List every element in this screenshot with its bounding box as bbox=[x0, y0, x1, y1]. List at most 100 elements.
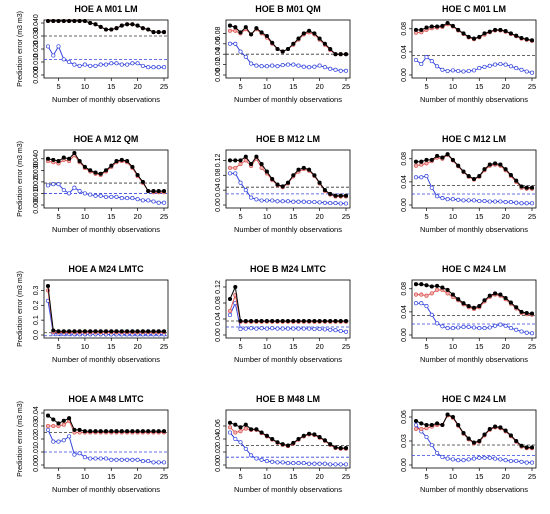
data-point-black bbox=[82, 164, 87, 169]
data-point-blue bbox=[254, 63, 259, 68]
x-axis-label: Number of monthly observations bbox=[52, 355, 160, 364]
data-point-black bbox=[482, 31, 487, 36]
x-tick-label: 5 bbox=[56, 342, 60, 351]
data-point-black bbox=[322, 318, 327, 324]
data-point-black bbox=[450, 23, 455, 28]
data-point-blue bbox=[508, 458, 513, 464]
data-point-blue bbox=[333, 462, 338, 467]
data-point-black bbox=[254, 427, 259, 432]
data-point-black bbox=[461, 31, 466, 36]
data-point-blue bbox=[254, 456, 259, 461]
data-point-black bbox=[285, 443, 291, 448]
y-tick-label: 0.08 bbox=[401, 152, 408, 166]
data-point-blue bbox=[429, 185, 434, 190]
data-point-black bbox=[477, 174, 482, 179]
data-point-black bbox=[103, 168, 109, 173]
data-point-black bbox=[317, 36, 322, 41]
data-point-blue bbox=[322, 200, 327, 205]
data-point-red bbox=[424, 161, 429, 166]
y-tick-label: 0.08 bbox=[215, 168, 222, 182]
data-point-blue bbox=[445, 326, 450, 331]
data-point-blue bbox=[259, 326, 264, 331]
data-point-blue bbox=[503, 200, 508, 205]
data-point-black bbox=[333, 445, 338, 450]
data-point-red bbox=[61, 422, 66, 427]
data-point-blue bbox=[119, 62, 124, 67]
data-point-blue bbox=[285, 62, 291, 67]
data-point-black bbox=[445, 152, 450, 157]
data-point-blue bbox=[498, 199, 503, 204]
data-point-black bbox=[146, 429, 151, 434]
data-point-blue bbox=[259, 64, 264, 69]
data-point-black bbox=[119, 329, 124, 334]
data-point-black bbox=[343, 318, 349, 324]
data-point-blue bbox=[233, 436, 238, 442]
data-point-black bbox=[312, 31, 317, 36]
data-point-blue bbox=[72, 62, 77, 67]
data-point-blue bbox=[151, 460, 156, 465]
x-axis-label: Number of monthly observations bbox=[420, 225, 528, 234]
data-point-black bbox=[119, 23, 124, 28]
data-point-black bbox=[493, 161, 498, 166]
data-point-black bbox=[280, 442, 285, 447]
data-point-black bbox=[429, 284, 434, 289]
data-point-black bbox=[51, 18, 56, 24]
data-point-black bbox=[270, 436, 275, 442]
data-point-black bbox=[109, 27, 114, 32]
data-point-black bbox=[270, 318, 275, 324]
x-tick-label: 10 bbox=[263, 472, 271, 481]
data-point-blue bbox=[503, 62, 508, 67]
data-point-blue bbox=[312, 199, 317, 205]
data-point-blue bbox=[471, 198, 477, 203]
data-point-blue bbox=[440, 324, 445, 329]
data-point-black bbox=[450, 414, 455, 420]
data-point-black bbox=[322, 438, 327, 443]
x-tick-label: 10 bbox=[449, 342, 457, 351]
data-point-blue bbox=[333, 67, 338, 72]
x-axis-label: Number of monthly observations bbox=[420, 355, 528, 364]
data-point-blue bbox=[146, 198, 151, 203]
data-point-blue bbox=[156, 460, 161, 465]
x-axis-label: Number of monthly observations bbox=[420, 485, 528, 494]
data-point-blue bbox=[270, 326, 275, 331]
x-tick-label: 15 bbox=[289, 212, 297, 221]
data-point-blue bbox=[519, 67, 524, 72]
data-point-black bbox=[429, 422, 434, 428]
data-point-black bbox=[238, 318, 243, 324]
x-tick-label: 25 bbox=[342, 82, 350, 91]
data-point-blue bbox=[514, 458, 519, 464]
data-point-red bbox=[227, 28, 233, 33]
data-point-blue bbox=[285, 326, 291, 331]
data-point-blue bbox=[254, 197, 259, 202]
data-point-black bbox=[419, 159, 424, 164]
data-point-black bbox=[249, 318, 254, 324]
data-point-blue bbox=[322, 461, 327, 466]
data-point-black bbox=[466, 304, 471, 309]
data-point-black bbox=[456, 163, 461, 168]
data-point-blue bbox=[338, 201, 343, 206]
data-point-black bbox=[72, 329, 77, 334]
data-point-black bbox=[130, 164, 135, 169]
x-axis-label: Number of monthly observations bbox=[234, 485, 342, 494]
data-point-black bbox=[93, 429, 98, 434]
data-point-red bbox=[238, 162, 243, 167]
data-point-blue bbox=[301, 64, 306, 69]
data-point-blue bbox=[514, 66, 519, 71]
data-point-blue bbox=[524, 330, 529, 335]
data-point-black bbox=[98, 429, 103, 434]
data-point-black bbox=[56, 159, 61, 164]
x-tick-label: 25 bbox=[342, 212, 350, 221]
data-point-black bbox=[227, 158, 233, 163]
data-point-black bbox=[227, 296, 233, 302]
data-point-blue bbox=[471, 68, 477, 73]
series-line-black bbox=[229, 285, 346, 322]
x-tick-label: 10 bbox=[81, 82, 89, 91]
data-point-black bbox=[413, 159, 419, 164]
data-point-blue bbox=[424, 434, 429, 440]
data-point-black bbox=[280, 184, 285, 189]
y-tick-label: 0.08 bbox=[401, 282, 408, 296]
data-point-black bbox=[140, 26, 145, 31]
data-point-blue bbox=[456, 458, 461, 463]
data-point-black bbox=[307, 431, 312, 436]
